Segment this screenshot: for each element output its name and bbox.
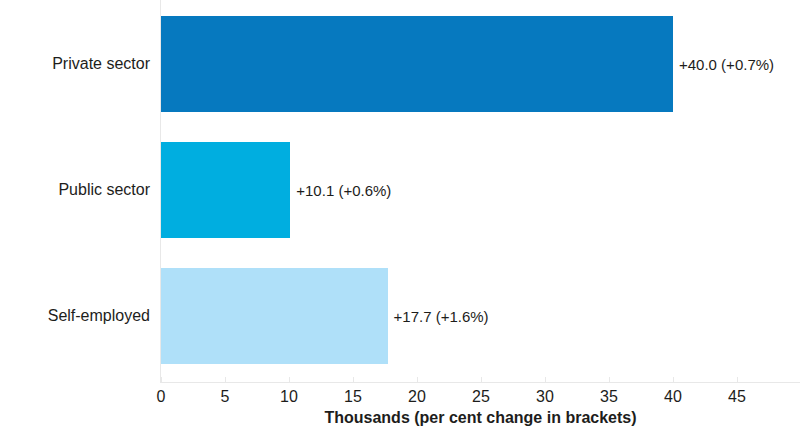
x-tick-label-15: 15 bbox=[333, 389, 373, 405]
value-label-public-sector: +10.1 (+0.6%) bbox=[296, 183, 391, 198]
x-tick-label-10: 10 bbox=[269, 389, 309, 405]
value-label-self-employed: +17.7 (+1.6%) bbox=[394, 309, 489, 324]
x-tick-label-35: 35 bbox=[589, 389, 629, 405]
value-label-private-sector: +40.0 (+0.7%) bbox=[679, 57, 774, 72]
x-tick-45 bbox=[737, 377, 738, 382]
x-tick-10 bbox=[289, 377, 290, 382]
bar-self-employed bbox=[161, 268, 388, 364]
x-tick-label-45: 45 bbox=[717, 389, 757, 405]
x-tick-5 bbox=[225, 377, 226, 382]
bar-private-sector bbox=[161, 16, 673, 112]
x-tick-35 bbox=[609, 377, 610, 382]
x-tick-25 bbox=[481, 377, 482, 382]
bar-chart: Private sector +40.0 (+0.7%) Public sector… bbox=[0, 0, 800, 441]
x-tick-20 bbox=[417, 377, 418, 382]
x-tick-15 bbox=[353, 377, 354, 382]
x-tick-label-0: 0 bbox=[141, 389, 181, 405]
category-label-public-sector: Public sector bbox=[0, 182, 150, 198]
x-axis-line bbox=[160, 382, 800, 383]
category-label-private-sector: Private sector bbox=[0, 56, 150, 72]
x-tick-label-20: 20 bbox=[397, 389, 437, 405]
x-tick-label-30: 30 bbox=[525, 389, 565, 405]
x-tick-30 bbox=[545, 377, 546, 382]
x-tick-label-5: 5 bbox=[205, 389, 245, 405]
x-axis-title: Thousands (per cent change in brackets) bbox=[161, 409, 800, 426]
x-tick-label-25: 25 bbox=[461, 389, 501, 405]
x-tick-0 bbox=[161, 377, 162, 382]
x-tick-40 bbox=[673, 377, 674, 382]
x-tick-label-40: 40 bbox=[653, 389, 693, 405]
bar-public-sector bbox=[161, 142, 290, 238]
category-label-self-employed: Self-employed bbox=[0, 308, 150, 324]
